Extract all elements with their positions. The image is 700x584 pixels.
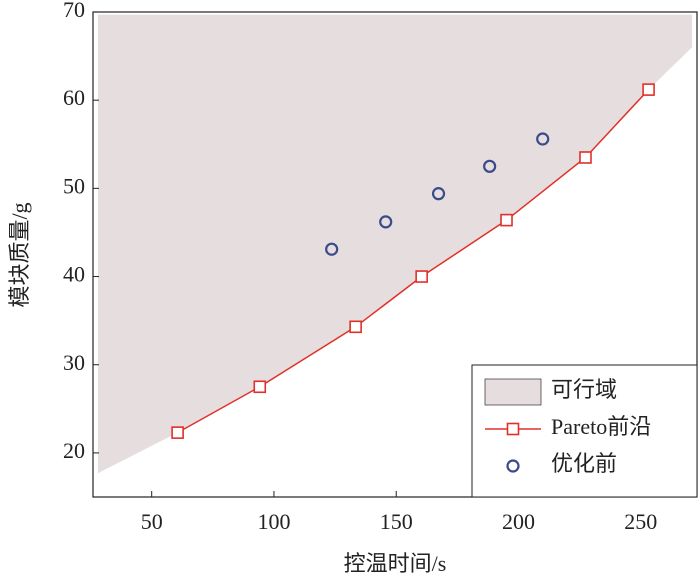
legend-label: 优化前: [551, 451, 617, 476]
y-tick-label: 20: [63, 438, 85, 463]
pareto-marker: [349, 320, 362, 334]
legend-label: Pareto前沿: [551, 414, 651, 439]
scatter-point: [325, 242, 339, 256]
scatter-point: [536, 132, 550, 146]
y-tick-label: 50: [63, 173, 85, 198]
y-tick-label: 30: [63, 350, 85, 375]
y-tick-label: 40: [63, 262, 85, 287]
scatter-point: [431, 187, 446, 201]
legend-swatch: [484, 378, 542, 406]
pareto-marker: [642, 83, 655, 96]
y-tick-label: 70: [63, 0, 85, 22]
feasible-region: [97, 14, 693, 474]
plot-frame: [92, 11, 698, 498]
x-tick-label: 150: [380, 509, 413, 534]
x-axis-title: 控温时间/s: [344, 551, 447, 576]
legend-marker: [506, 422, 520, 436]
pareto-marker: [171, 426, 184, 439]
y-tick-label: 60: [63, 85, 85, 110]
legend-marker: [506, 459, 520, 473]
pareto-marker: [500, 213, 513, 227]
x-tick-label: 200: [502, 509, 535, 534]
plot-area: [97, 14, 693, 474]
legend-label: 可行域: [551, 377, 617, 402]
scatter-point: [379, 215, 393, 229]
x-tick-label: 50: [141, 509, 163, 534]
x-tick-label: 100: [257, 509, 290, 534]
x-tick-label: 250: [624, 509, 657, 534]
scatter-point: [483, 159, 497, 173]
y-axis-title: 模块质量/g: [7, 202, 32, 307]
pareto-marker: [579, 151, 592, 164]
pareto-marker: [253, 380, 267, 394]
pareto-marker: [415, 270, 428, 283]
